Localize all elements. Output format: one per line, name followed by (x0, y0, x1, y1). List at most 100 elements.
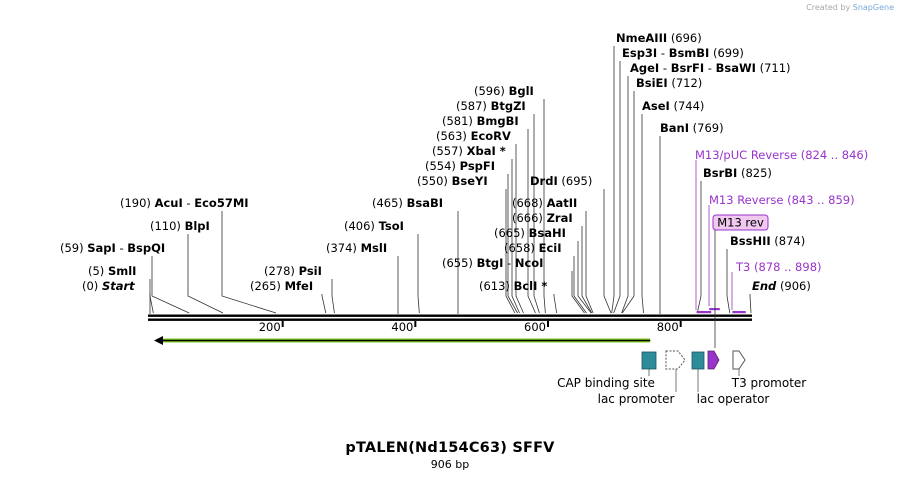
site-label-bsshii: BssHII (874) (730, 234, 805, 248)
site-line-bgli (543, 99, 546, 314)
primers: M13/pUC Reverse (824 .. 846) M13 Reverse … (695, 148, 868, 348)
site-text-zrai: (666) ZraI (512, 211, 573, 225)
site-name-aatii: AatII (547, 196, 578, 210)
site-name-agei: AgeI (630, 61, 659, 75)
site-text-bani: BanI (769) (660, 121, 724, 135)
site-text-bmgbi: (581) BmgBI (442, 114, 519, 128)
site-text-mfei: (265) MfeI (250, 279, 313, 293)
site-name-btgi: BtgI (477, 256, 504, 270)
site-name-nmeaiii: NmeAIII (616, 31, 667, 45)
site-text-drdi: DrdI (695) (530, 174, 592, 188)
site-line-asei (641, 114, 644, 314)
site-name-esp3i: Esp3I (622, 46, 657, 60)
site-position-drdi: (695) (561, 174, 592, 188)
site-line-xbai (511, 159, 520, 314)
site-name2-acui: Eco57MI (194, 196, 248, 210)
site-text-acui: (190) AcuI - Eco57MI (120, 196, 249, 210)
primer-name-t3: T3 (735, 260, 750, 274)
site-name-btgzi: BtgZI (491, 99, 526, 113)
sep: - (183, 196, 194, 210)
site-label-acui: (190) AcuI - Eco57MI (120, 196, 249, 210)
site-position-bmgbi: (581) (442, 114, 473, 128)
site-position-pspfi: (554) (425, 159, 456, 173)
site-text-bsiei: BsiEI (712) (636, 76, 702, 90)
site-position-aatii: (668) (512, 196, 543, 210)
site-position-bsrbi: (825) (741, 166, 772, 180)
site-text-bsrbi: BsrBI (825) (703, 166, 772, 180)
site-line-tsoi (417, 234, 420, 314)
sep: - (659, 61, 670, 75)
site-text-xbai: (557) XbaI * (432, 144, 506, 158)
site-label-psii: (278) PsiI (264, 264, 322, 278)
t3-promoter-arrow (732, 350, 746, 370)
features: CAP binding site lac promoter lac operator… (154, 336, 806, 406)
site-position-bsiei: (712) (671, 76, 702, 90)
plasmid-title: pTALEN(Nd154C63) SFFV (345, 440, 555, 456)
site-name-xbai: XbaI * (467, 144, 506, 158)
site-label-agei: AgeI - BsrFI - BsaWI (711) (630, 61, 791, 75)
site-position-acui: (190) (120, 196, 151, 210)
site-line-smli (149, 279, 154, 314)
site-label-ecii: (658) EciI (504, 241, 562, 255)
feature-label-cap: CAP binding site (557, 376, 655, 390)
site-name-bsabi: BsaBI (407, 196, 443, 210)
site-name2-sapi: BspQI (127, 241, 165, 255)
site-line-psii (331, 279, 335, 314)
site-name-pspfi: PspFI (460, 159, 495, 173)
plasmid-size: 906 bp (430, 458, 470, 471)
site-text-bsahi: (665) BsaHI (494, 226, 566, 240)
primer-bar-m13rev (709, 308, 720, 311)
site-position-xbai: (557) (432, 144, 463, 158)
site-text-btgi: (655) BtgI - NcoI (442, 256, 543, 270)
site-name-bcli: BclI * (514, 279, 548, 293)
site-line-bcli (553, 294, 558, 314)
primer-bar-m13puc (696, 311, 712, 314)
site-name-ecii: EciI (539, 241, 562, 255)
site-name-ecorv: EcoRV (471, 129, 511, 143)
site-position-bseyi: (550) (417, 174, 448, 188)
site-name2-btgi: NcoI (515, 256, 544, 270)
site-label-pspfi: (554) PspFI (425, 159, 495, 173)
primer-label-m13puc: M13/pUC Reverse (824 .. 846) (695, 148, 868, 162)
site-text-sapi: (59) SapI - BspQI (60, 241, 165, 255)
site-line-ecii (573, 256, 587, 314)
site-line-ecorv (515, 144, 524, 314)
site-label-drdi: DrdI (695) (530, 174, 592, 188)
site-line-bsiei (621, 91, 635, 314)
site-text-blpi: (110) BlpI (150, 219, 210, 233)
site-text-msli: (374) MslI (326, 241, 387, 255)
site-text-nmeaiii: NmeAIII (696) (616, 31, 702, 45)
snapgene-logo: SnapGene (852, 3, 894, 12)
site-position-agei: (711) (760, 61, 791, 75)
cap-binding-site-box (641, 351, 657, 370)
site-line-bsshii (726, 249, 731, 314)
site-line-drdi (603, 189, 612, 314)
site-position-bsahi: (665) (494, 226, 525, 240)
site-lines (149, 46, 752, 314)
site-text-psii: (278) PsiI (264, 264, 322, 278)
site-position-psii: (278) (264, 264, 295, 278)
site-name-bsahi: BsaHI (529, 226, 566, 240)
sep: - (116, 241, 127, 255)
site-position-bani: (769) (693, 121, 724, 135)
site-name-end: End (752, 279, 777, 293)
site-name2-esp3i: BsmBI (669, 46, 710, 60)
site-label-msli: (374) MslI (326, 241, 387, 255)
site-label-bsrbi: BsrBI (825) (703, 166, 772, 180)
site-line-bmgbi (527, 129, 536, 314)
sep: - (657, 46, 668, 60)
site-line-btgzi (533, 114, 540, 314)
site-line-mfei (321, 294, 327, 314)
site-label-aatii: (668) AatII (512, 196, 577, 210)
site-line-btgi (571, 271, 585, 314)
site-label-mfei: (265) MfeI (250, 279, 313, 293)
site-label-tsoi: (406) TsoI (344, 219, 404, 233)
site-name-psii: PsiI (299, 264, 322, 278)
site-text-aatii: (668) AatII (512, 196, 577, 210)
site-text-ecii: (658) EciI (504, 241, 562, 255)
site-text-bcli: (613) BclI * (479, 279, 547, 293)
primer-name-m13rev: M13 Reverse (709, 193, 783, 207)
site-line-agei (621, 76, 629, 314)
feature-label-lac-operator: lac operator (697, 392, 770, 406)
sep: - (503, 256, 514, 270)
